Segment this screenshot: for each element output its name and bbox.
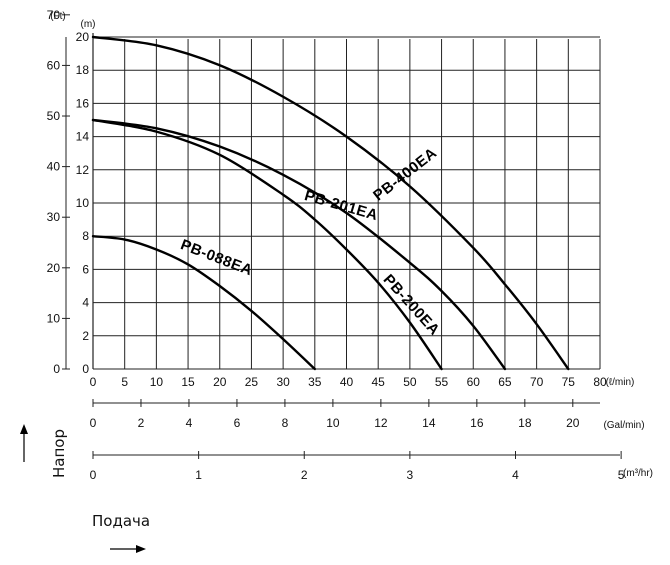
y-tick-label-m: 20: [76, 30, 90, 44]
x-tick-label-lpm: 40: [340, 375, 354, 389]
y-tick-label-m: 12: [76, 163, 90, 177]
y-tick-label-ft: 0: [53, 362, 60, 376]
y-tick-label-m: 6: [82, 262, 89, 276]
curves: [91, 35, 570, 371]
x-tick-label-lpm: 5: [121, 375, 128, 389]
x-tick-label-gpm: 10: [326, 416, 340, 430]
curve-pb-200ea: [91, 118, 443, 371]
x-unit-m3h: (m³/hr): [623, 468, 653, 479]
y-tick-label-m: 2: [82, 329, 89, 343]
y-tick-label-ft: 70: [47, 8, 61, 22]
x-tick-label-gpm: 0: [90, 416, 97, 430]
tick-labels: 0 5 10 15 20 25 30 35 40 45 50 55 60 65 70 75 8002468101…: [47, 8, 625, 482]
x-tick-label-gpm: 20: [566, 416, 580, 430]
x-tick-label-gpm: 6: [234, 416, 241, 430]
x-unit-gpm: (Gal/min): [603, 420, 644, 431]
x-tick-label-m3h: 3: [407, 468, 414, 482]
y-tick-label-m: 8: [82, 229, 89, 243]
x-tick-label-lpm: 10: [150, 375, 164, 389]
curve-label-pb-400ea: PB-400EA: [370, 144, 440, 204]
head-arrow-icon: [20, 424, 28, 462]
y-tick-label-m: 10: [76, 196, 90, 210]
x-tick-label-lpm: 20: [213, 375, 227, 389]
y-tick-label-m: 4: [82, 296, 89, 310]
curve-label-pb-088ea: PB-088EA: [178, 236, 255, 279]
x-tick-label-lpm: 70: [530, 375, 544, 389]
x-tick-label-lpm: 15: [181, 375, 195, 389]
flow-arrow-icon: [110, 545, 146, 553]
x-tick-label-lpm: 35: [308, 375, 322, 389]
y-unit-ft: (Ft): [50, 11, 66, 22]
x-tick-label-m3h: 0: [90, 468, 97, 482]
x-tick-label-m3h: 5: [618, 468, 625, 482]
x-tick-label-lpm: 50: [403, 375, 417, 389]
curve-pb-400ea: [91, 35, 570, 371]
x-tick-label-lpm: 30: [276, 375, 290, 389]
curve-label-pb-200ea: PB-200EA: [380, 271, 443, 339]
x-tick-label-gpm: 2: [138, 416, 145, 430]
x-unit-lpm: (ℓ/min): [606, 377, 635, 388]
head-axis-title: Напор: [50, 429, 68, 478]
y-tick-label-m: 0: [82, 362, 89, 376]
x-tick-label-gpm: 18: [518, 416, 532, 430]
x-tick-label-lpm: 75: [562, 375, 576, 389]
y-tick-label-m: 18: [76, 63, 90, 77]
x-tick-label-lpm: 55: [435, 375, 449, 389]
x-tick-label-lpm: 25: [245, 375, 259, 389]
curve-pb-201ea: [91, 118, 507, 371]
x-tick-label-lpm: 60: [467, 375, 481, 389]
x-tick-label-lpm: 80: [593, 375, 607, 389]
y-tick-label-ft: 30: [47, 210, 61, 224]
x-tick-label-lpm: 65: [498, 375, 512, 389]
x-tick-label-gpm: 12: [374, 416, 388, 430]
flow-axis-title: Подача: [92, 512, 150, 530]
curve-pb-088ea: [91, 235, 317, 371]
axes: [62, 14, 622, 459]
x-tick-label-gpm: 4: [186, 416, 193, 430]
y-tick-label-ft: 10: [47, 311, 61, 325]
x-tick-label-lpm: 45: [372, 375, 386, 389]
y-tick-label-ft: 60: [47, 58, 61, 72]
y-unit-m: (m): [81, 19, 96, 30]
y-tick-label-ft: 20: [47, 261, 61, 275]
x-tick-label-gpm: 16: [470, 416, 484, 430]
x-tick-label-lpm: 0: [90, 375, 97, 389]
y-tick-label-ft: 50: [47, 109, 61, 123]
y-tick-label-m: 16: [76, 96, 90, 110]
x-tick-label-m3h: 1: [195, 468, 202, 482]
y-tick-label-m: 14: [76, 130, 90, 144]
y-tick-label-ft: 40: [47, 160, 61, 174]
x-tick-label-gpm: 8: [282, 416, 289, 430]
x-tick-label-m3h: 2: [301, 468, 308, 482]
x-tick-label-gpm: 14: [422, 416, 436, 430]
x-tick-label-m3h: 4: [512, 468, 519, 482]
